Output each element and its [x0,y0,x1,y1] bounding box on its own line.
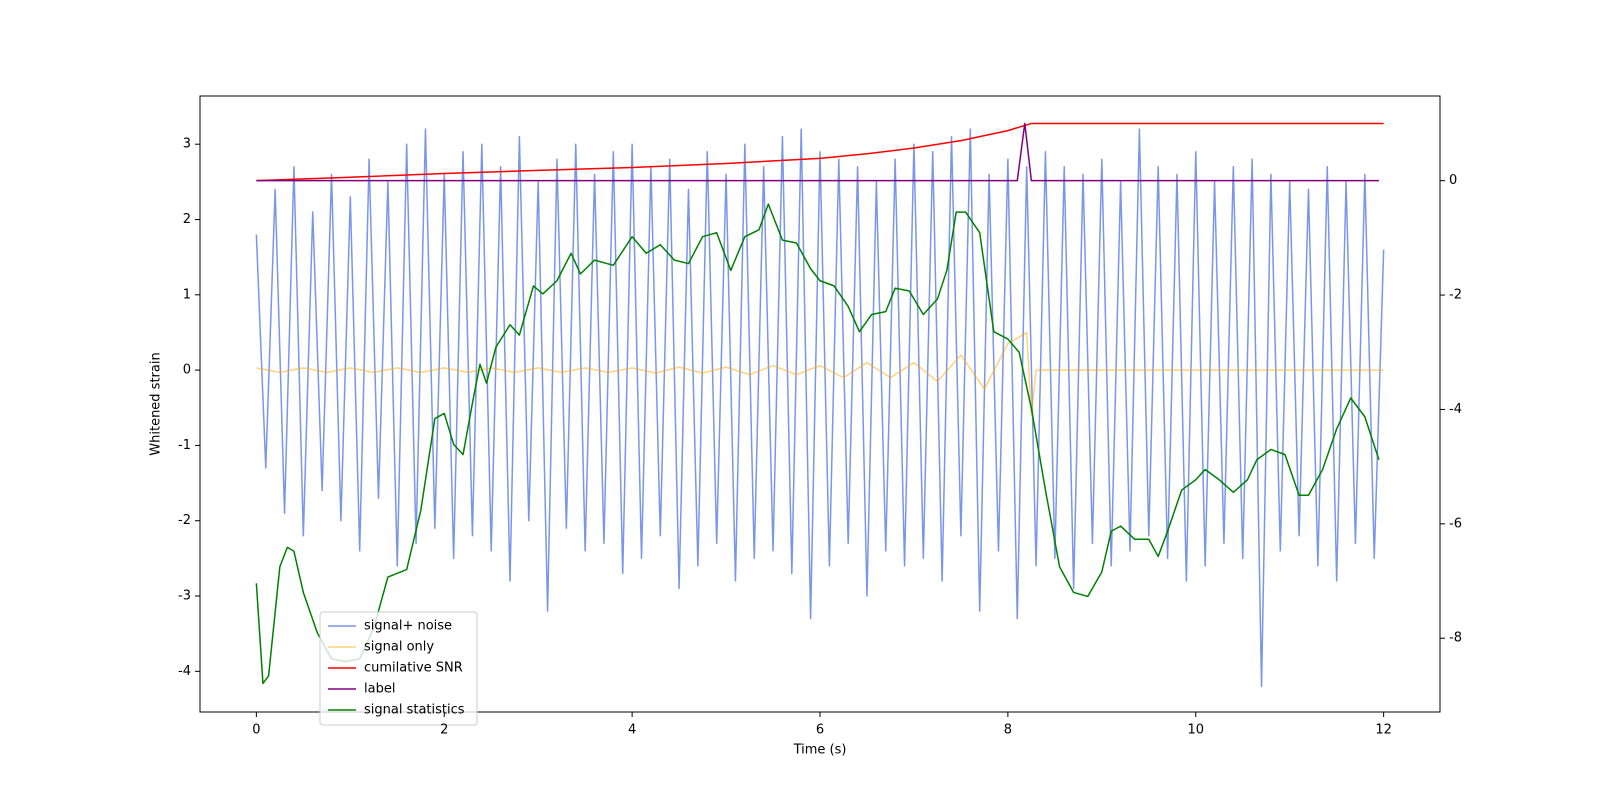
legend-label: cumilative SNR [364,661,463,676]
y-tick-label: 0 [183,363,191,378]
y2-tick-label: 0 [1449,173,1457,188]
legend-label: label [364,682,395,697]
y2-tick-label: -8 [1449,631,1462,646]
legend-label: signal+ noise [364,619,452,634]
series-line [256,122,1384,182]
y-tick-label: -3 [178,589,191,604]
y-tick-label: 1 [183,287,191,302]
x-tick-label: 10 [1187,723,1204,738]
x-tick-label: 8 [1004,723,1012,738]
plot-area [255,122,1385,688]
y-tick-label: 2 [183,212,191,227]
y-tick-label: -1 [178,438,191,453]
y-axis-label: Whitened strain [149,352,164,455]
y-tick-label: -4 [178,664,191,679]
legend-label: signal only [364,640,434,655]
x-tick-label: 12 [1375,723,1392,738]
y2-tick-label: -4 [1449,402,1462,417]
y2-tick-label: -6 [1449,516,1462,531]
series-line [255,203,1380,685]
series-line [256,122,1379,182]
x-tick-label: 6 [816,723,824,738]
legend: signal+ noise signal only cumilative SNR la… [319,611,478,726]
series-line [256,331,1384,417]
x-tick-label: 2 [440,723,448,738]
x-axis-label: Time (s) [793,743,847,758]
legend-label: signal statistics [364,703,465,718]
x-tick-label: 0 [252,723,260,738]
series-line [255,128,1385,688]
x-tick-label: 4 [628,723,636,738]
y2-tick-label: -2 [1449,288,1462,303]
legend-box [319,611,478,726]
y-tick-label: 3 [183,137,191,152]
y-tick-label: -2 [178,513,191,528]
